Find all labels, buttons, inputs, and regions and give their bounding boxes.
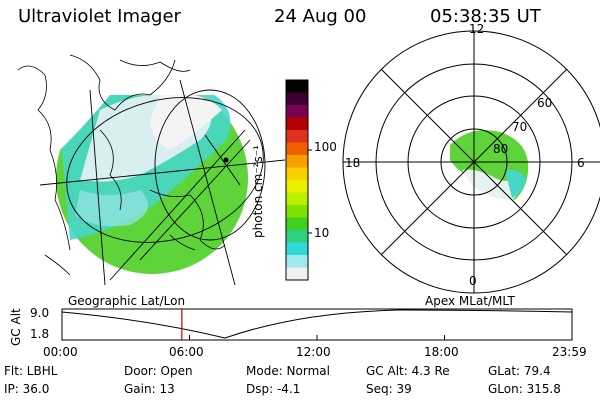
colorbar-unit-label: photon cm⁻²s⁻¹ (251, 145, 265, 238)
colorbar-band (286, 255, 308, 268)
colorbar-band (286, 117, 308, 131)
colorbar-band (286, 80, 308, 93)
colorbar-band (286, 205, 308, 218)
polar-panel-label: Apex MLat/MLT (425, 294, 515, 308)
instrument-title: Ultraviolet Imager (18, 6, 181, 27)
colorbar-band (286, 155, 308, 168)
time-label: 05:38:35 UT (430, 6, 541, 27)
lat-label-60: 60 (537, 96, 553, 110)
mlt-label-6: 6 (577, 156, 585, 170)
geographic-panel-label: Geographic Lat/Lon (68, 294, 186, 308)
colorbar-tick-label: 100 (314, 140, 337, 154)
colorbar-band (286, 105, 308, 118)
polar-plot (342, 30, 600, 294)
info-glat: GLat: 79.4 (488, 364, 551, 378)
orbit-xtick: 00:00 (43, 345, 78, 359)
colorbar-band (286, 192, 308, 206)
info-dsp: Dsp: -4.1 (246, 382, 301, 396)
colorbar-band (286, 242, 308, 256)
orbit-ytick: 9.0 (30, 306, 50, 320)
orbit-ylabel: GC Alt (9, 308, 23, 346)
info-gc-alt: GC Alt: 4.3 Re (366, 364, 450, 378)
orbit-xtick: 06:00 (169, 345, 204, 359)
info-flt: Flt: LBHL (4, 364, 58, 378)
orbit-xtick: 12:00 (296, 345, 331, 359)
colorbar-band (286, 167, 308, 181)
info-gain: Gain: 13 (124, 382, 175, 396)
orbit-xtick: 23:59 (552, 345, 587, 359)
colorbar-band (286, 130, 308, 143)
geographic-image (17, 40, 286, 286)
colorbar (286, 80, 308, 281)
lat-label-70: 70 (512, 120, 528, 134)
orbit-xtick: 18:00 (424, 345, 459, 359)
lat-label-80: 80 (493, 142, 509, 156)
colorbar-tick-label: 10 (314, 226, 330, 240)
colorbar-band (286, 230, 308, 243)
date-label: 24 Aug 00 (274, 6, 367, 27)
info-seq: Seq: 39 (366, 382, 412, 396)
info-door: Door: Open (124, 364, 193, 378)
colorbar-band (286, 267, 308, 281)
info-glon: GLon: 315.8 (488, 382, 561, 396)
mlt-label-0: 0 (469, 274, 477, 288)
mlt-label-12: 12 (469, 22, 485, 36)
colorbar-band (286, 142, 308, 156)
colorbar-band (286, 92, 308, 106)
info-ip: IP: 36.0 (4, 382, 50, 396)
orbit-ytick: 1.8 (30, 327, 50, 341)
colorbar-band (286, 217, 308, 231)
colorbar-band (286, 180, 308, 193)
orbit-altitude-plot (61, 308, 573, 341)
mlt-label-18: 18 (345, 156, 361, 170)
info-mode: Mode: Normal (246, 364, 330, 378)
